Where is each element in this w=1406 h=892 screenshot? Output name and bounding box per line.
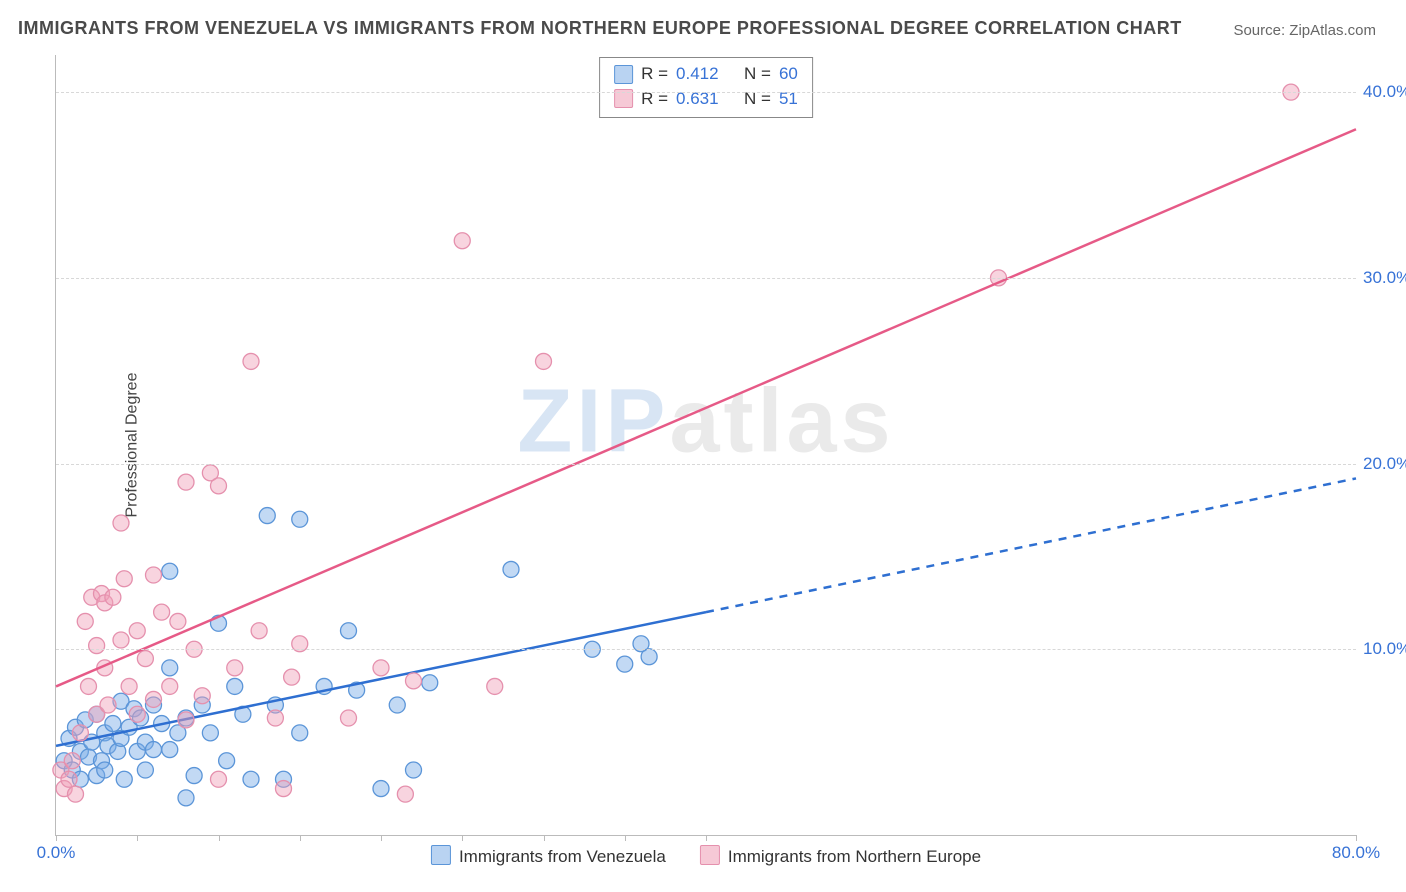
gridline: [56, 649, 1356, 650]
legend-r-value-1: 0.412: [676, 62, 719, 87]
x-tick: [625, 835, 626, 841]
legend-n-value-2: 51: [779, 87, 798, 112]
x-tick: [381, 835, 382, 841]
legend-series-label-1: Immigrants from Venezuela: [459, 847, 666, 866]
x-tick: [56, 835, 57, 841]
legend-series-2: Immigrants from Northern Europe: [700, 845, 981, 867]
legend-r-label-2: R =: [641, 87, 668, 112]
source-label: Source: ZipAtlas.com: [1233, 22, 1376, 39]
legend-r-value-2: 0.631: [676, 87, 719, 112]
plot-area: Professional Degree ZIPatlas R = 0.412 N…: [55, 55, 1356, 836]
x-tick: [462, 835, 463, 841]
gridline: [56, 464, 1356, 465]
legend-stats: R = 0.412 N = 60 R = 0.631 N = 51: [599, 57, 813, 118]
legend-n-label-1: N =: [744, 62, 771, 87]
plot-svg: [56, 55, 1356, 835]
gridline: [56, 92, 1356, 93]
legend-n-value-1: 60: [779, 62, 798, 87]
legend-series-swatch-2: [700, 845, 720, 865]
x-tick: [706, 835, 707, 841]
legend-stats-row-2: R = 0.631 N = 51: [614, 87, 798, 112]
x-tick: [1356, 835, 1357, 841]
x-tick: [300, 835, 301, 841]
x-tick: [219, 835, 220, 841]
legend-series-swatch-1: [431, 845, 451, 865]
legend-swatch-1: [614, 65, 633, 84]
x-tick: [544, 835, 545, 841]
x-tick-label: 0.0%: [37, 843, 76, 863]
y-tick-label: 20.0%: [1363, 454, 1406, 474]
legend-series: Immigrants from Venezuela Immigrants fro…: [431, 845, 981, 867]
legend-series-label-2: Immigrants from Northern Europe: [728, 847, 981, 866]
x-tick-label: 80.0%: [1332, 843, 1380, 863]
y-tick-label: 30.0%: [1363, 268, 1406, 288]
gridline: [56, 278, 1356, 279]
chart-title: IMMIGRANTS FROM VENEZUELA VS IMMIGRANTS …: [18, 18, 1182, 39]
legend-r-label-1: R =: [641, 62, 668, 87]
legend-series-1: Immigrants from Venezuela: [431, 845, 666, 867]
x-tick: [137, 835, 138, 841]
y-tick-label: 40.0%: [1363, 82, 1406, 102]
legend-n-label-2: N =: [744, 87, 771, 112]
legend-stats-row-1: R = 0.412 N = 60: [614, 62, 798, 87]
y-tick-label: 10.0%: [1363, 639, 1406, 659]
